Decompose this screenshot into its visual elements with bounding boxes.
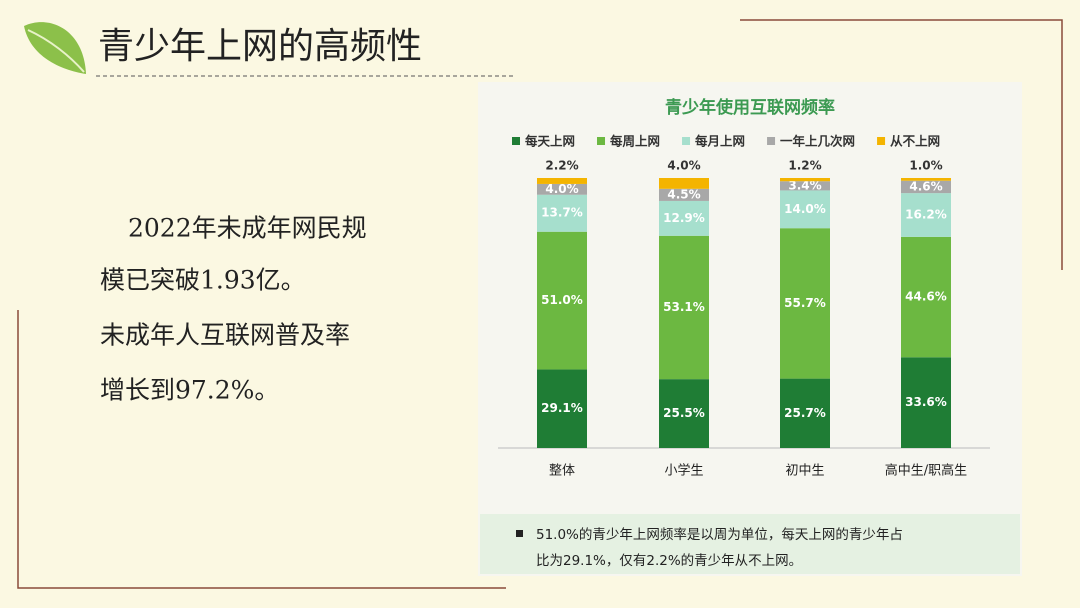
bar-segment <box>537 231 587 370</box>
note-text: 比为29.1%，仅有2.2%的青少年从不上网。 <box>536 553 802 569</box>
bar-segment <box>901 178 951 181</box>
bar-segment <box>537 183 587 195</box>
value-label: 44.6% <box>905 290 947 304</box>
bar-segment <box>780 181 830 191</box>
value-label: 4.6% <box>909 179 942 193</box>
note-box <box>480 514 1020 574</box>
bar-segment <box>901 180 951 194</box>
slide-title: 青少年上网的高频性 <box>98 26 422 67</box>
bar-segment <box>901 357 951 448</box>
value-label: 2.2% <box>545 159 578 173</box>
bar-segment <box>659 178 709 189</box>
body-text: 增长到97.2%。 <box>100 376 279 405</box>
value-label: 13.7% <box>541 206 583 220</box>
bar-segment <box>659 379 709 448</box>
value-label: 29.1% <box>541 401 583 415</box>
value-label: 16.2% <box>905 207 947 221</box>
bar-segment <box>537 178 587 184</box>
value-label: 55.7% <box>784 296 826 310</box>
bar-segment <box>780 190 830 229</box>
value-label: 12.9% <box>663 211 705 225</box>
legend-label: 一年上几次网 <box>780 134 855 149</box>
value-label: 4.0% <box>667 159 700 173</box>
legend-label: 每月上网 <box>695 134 745 149</box>
note-bullet <box>516 530 523 537</box>
chart-title: 青少年使用互联网频率 <box>665 97 835 118</box>
bar-segment <box>659 188 709 201</box>
bar-segment <box>537 194 587 232</box>
bar-segment <box>780 228 830 379</box>
note-text: 51.0%的青少年上网频率是以周为单位，每天上网的青少年占 <box>536 526 903 543</box>
value-label: 1.2% <box>788 159 821 173</box>
legend-label: 每天上网 <box>525 134 575 149</box>
legend-label: 从不上网 <box>890 134 940 149</box>
legend-swatch <box>512 137 520 145</box>
x-tick-label: 初中生 <box>785 464 824 479</box>
frame-line <box>17 310 506 589</box>
legend-swatch <box>597 137 606 145</box>
value-label: 4.5% <box>667 187 700 201</box>
value-label: 51.0% <box>541 293 583 307</box>
value-label: 53.1% <box>663 300 705 314</box>
bar-segment <box>659 235 709 380</box>
x-tick-label: 高中生/职高生 <box>885 463 967 479</box>
value-label: 14.0% <box>784 202 826 216</box>
bar-segment <box>901 236 951 358</box>
bar-segment <box>659 200 709 236</box>
legend-label: 每周上网 <box>610 134 660 149</box>
value-label: 33.6% <box>905 395 947 409</box>
legend-swatch <box>877 137 886 145</box>
x-tick-label: 小学生 <box>664 463 703 479</box>
value-label: 3.4% <box>788 178 821 192</box>
bar-segment <box>901 193 951 237</box>
legend-swatch <box>682 137 691 145</box>
body-text: 未成年人互联网普及率 <box>100 321 350 350</box>
legend-swatch <box>767 137 776 145</box>
value-label: 25.7% <box>784 406 826 420</box>
x-tick-label: 整体 <box>549 464 575 479</box>
bar-segment <box>780 178 830 182</box>
bar-segment <box>780 378 830 448</box>
value-label: 1.0% <box>909 159 942 173</box>
body-text: 模已突破1.93亿。 <box>100 266 306 295</box>
frame-line <box>740 19 1063 270</box>
bar-segment <box>537 369 587 448</box>
body-text: 2022年未成年网民规 <box>128 214 367 243</box>
leaf-icon <box>24 22 86 74</box>
value-label: 4.0% <box>545 182 578 196</box>
value-label: 25.5% <box>663 406 705 420</box>
